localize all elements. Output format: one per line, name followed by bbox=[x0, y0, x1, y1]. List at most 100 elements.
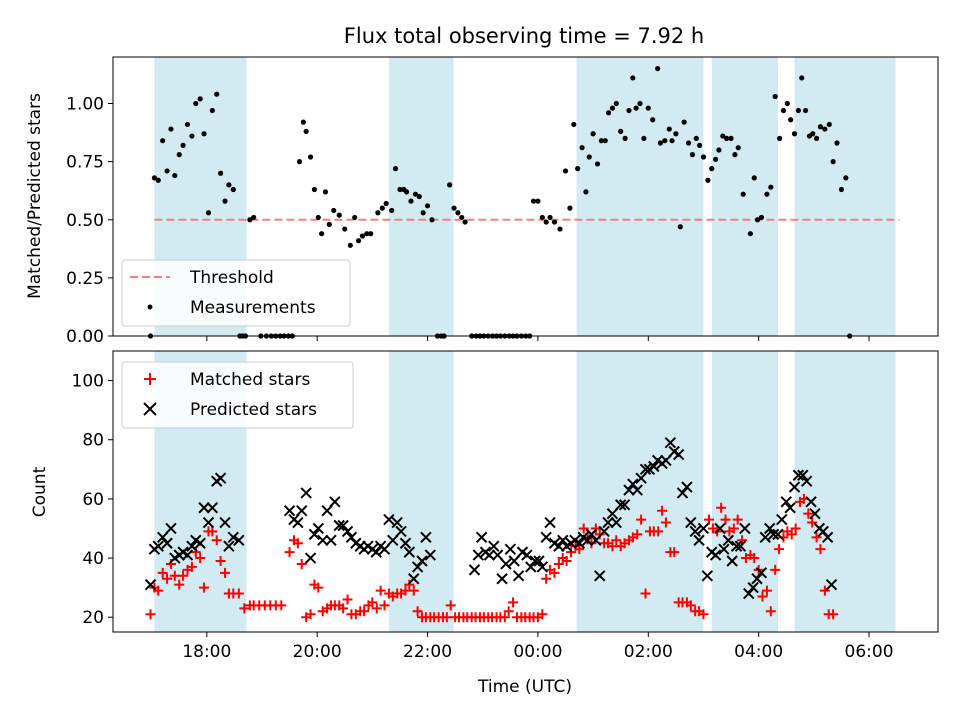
predicted-point bbox=[648, 460, 660, 473]
matched-point bbox=[195, 553, 206, 564]
measurement-point bbox=[307, 154, 314, 160]
measurement-point bbox=[826, 121, 832, 128]
predicted-point bbox=[500, 558, 512, 570]
matched-point bbox=[815, 544, 826, 555]
predicted-point bbox=[792, 469, 805, 481]
predicted-point bbox=[508, 555, 520, 567]
predicted-point bbox=[378, 543, 391, 555]
predicted-point bbox=[697, 522, 710, 535]
matched-point bbox=[404, 579, 415, 590]
predicted-point bbox=[817, 525, 829, 538]
measurement-point bbox=[530, 198, 537, 204]
matched-point bbox=[578, 523, 589, 534]
matched-point bbox=[765, 606, 776, 617]
matched-point bbox=[640, 588, 651, 599]
measurement-point bbox=[412, 191, 419, 197]
predicted-point bbox=[693, 534, 705, 547]
measurement-point bbox=[630, 75, 636, 81]
measurement-point bbox=[677, 224, 683, 230]
predicted-point bbox=[809, 507, 821, 520]
measurement-point bbox=[622, 135, 628, 141]
measurement-point bbox=[637, 100, 643, 107]
predicted-point bbox=[420, 531, 432, 544]
predicted-point bbox=[144, 578, 157, 591]
matched-point bbox=[685, 600, 696, 611]
matched-point bbox=[367, 597, 378, 608]
matched-point bbox=[503, 606, 514, 617]
predicted-point bbox=[664, 436, 677, 449]
measurement-point bbox=[799, 75, 805, 81]
matched-point bbox=[313, 582, 324, 593]
matched-point bbox=[828, 609, 839, 620]
measurement-point bbox=[641, 135, 647, 141]
measurement-point bbox=[429, 217, 435, 223]
matched-point bbox=[761, 585, 772, 596]
matched-point bbox=[720, 514, 731, 525]
matched-point bbox=[811, 532, 822, 543]
matched-point bbox=[145, 609, 156, 620]
y-tick-label: 1.00 bbox=[66, 95, 104, 115]
legend-predicted-label: Predicted stars bbox=[190, 400, 317, 420]
predicted-point bbox=[488, 540, 500, 552]
x-tick-label: 04:00 bbox=[734, 642, 783, 662]
matched-point bbox=[157, 567, 168, 578]
measurement-point bbox=[705, 177, 711, 183]
measurement-point bbox=[397, 186, 403, 193]
matched-point bbox=[757, 591, 768, 602]
measurement-point bbox=[315, 214, 321, 221]
measurement-point bbox=[666, 126, 672, 132]
predicted-point bbox=[718, 543, 730, 555]
predicted-point bbox=[206, 502, 219, 514]
measurement-point bbox=[180, 142, 186, 148]
predicted-point bbox=[399, 537, 412, 549]
ratio-panel: 0.00 0.25 0.50 0.75 1.00 Matched/Predicted s… bbox=[25, 56, 939, 347]
predicted-point bbox=[411, 561, 424, 573]
predicted-point bbox=[618, 499, 631, 511]
measurement-point bbox=[735, 145, 741, 151]
x-tick-label: 20:00 bbox=[293, 642, 342, 662]
predicted-point bbox=[763, 522, 776, 535]
legend-predicted-swatch bbox=[143, 402, 157, 416]
measurement-point bbox=[318, 231, 325, 237]
measurement-point bbox=[230, 186, 236, 193]
counts-axes-frame bbox=[112, 350, 939, 633]
predicted-point bbox=[152, 540, 164, 552]
observing-window-band bbox=[388, 351, 454, 632]
observing-window-band bbox=[711, 351, 778, 632]
measurement-point bbox=[700, 154, 707, 160]
measurement-point bbox=[557, 226, 563, 232]
measurement-point bbox=[732, 152, 738, 158]
matched-point bbox=[770, 564, 781, 575]
predicted-point bbox=[345, 531, 358, 544]
predicted-point bbox=[751, 573, 763, 585]
matched-point bbox=[653, 526, 664, 537]
measurement-point bbox=[709, 166, 715, 172]
ratio-y-label: Matched/Predicted stars bbox=[25, 93, 45, 299]
measurement-point bbox=[535, 198, 541, 204]
measurement-point bbox=[160, 138, 166, 144]
predicted-point bbox=[341, 525, 354, 538]
measurement-point bbox=[713, 156, 719, 162]
measurement-point bbox=[681, 119, 687, 125]
predicted-point bbox=[701, 570, 714, 582]
predicted-point bbox=[755, 567, 768, 579]
predicted-point bbox=[202, 516, 215, 529]
predicted-point bbox=[544, 516, 556, 529]
measurement-point bbox=[176, 152, 182, 158]
matched-point bbox=[233, 588, 244, 599]
measurement-point bbox=[251, 214, 257, 221]
measurement-point bbox=[455, 210, 461, 216]
measurement-point bbox=[838, 186, 845, 193]
predicted-point bbox=[800, 475, 813, 487]
legend-threshold-label: Threshold bbox=[189, 268, 274, 288]
measurement-point bbox=[685, 140, 692, 146]
measurement-point bbox=[416, 193, 422, 200]
counts-x-ticks: 18:00 20:00 22:00 00:00 02:00 04:00 06:00 bbox=[182, 632, 894, 662]
measurement-point bbox=[758, 214, 765, 221]
matched-point bbox=[220, 567, 231, 578]
measurement-point bbox=[633, 105, 639, 111]
matched-point bbox=[371, 603, 382, 614]
matched-point bbox=[819, 585, 830, 596]
measurement-point bbox=[657, 140, 664, 146]
predicted-point bbox=[714, 522, 726, 535]
